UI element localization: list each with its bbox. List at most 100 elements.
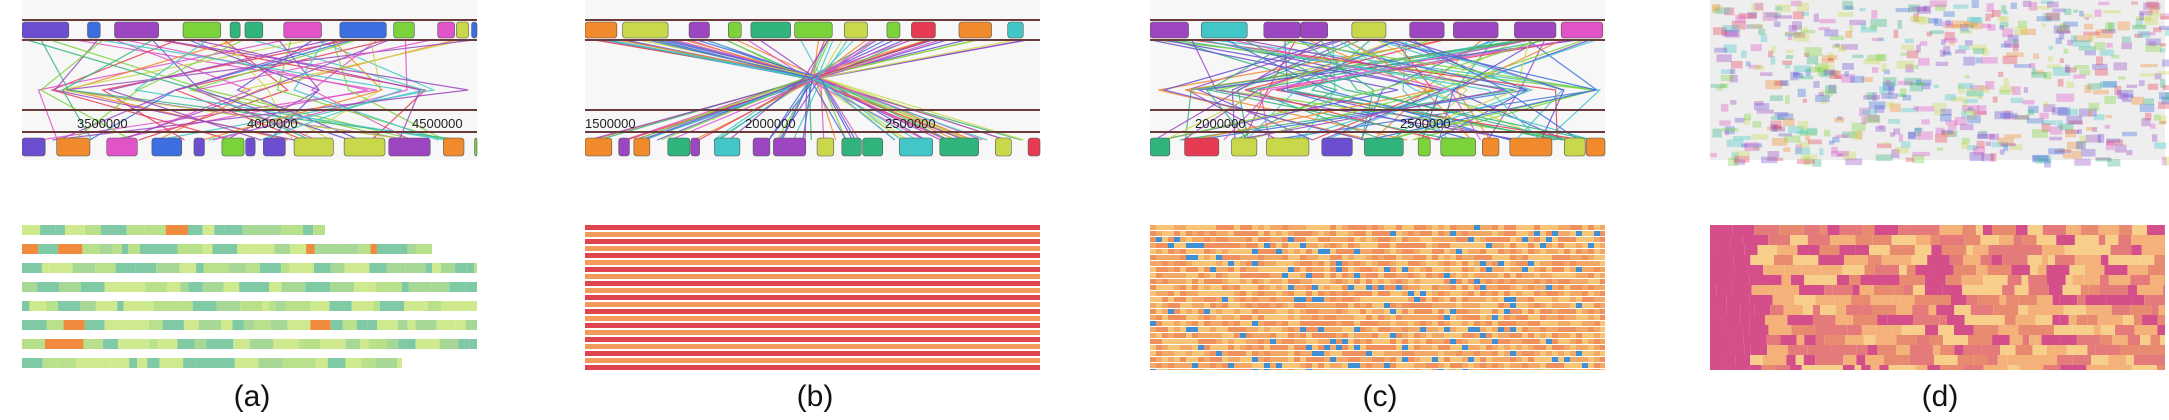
blurred-block <box>1734 150 1750 157</box>
heatmap-cell <box>1396 369 1402 370</box>
heatmap-cell <box>358 244 371 254</box>
blurred-block <box>2081 13 2093 18</box>
heatmap-cell <box>1258 345 1264 350</box>
heatmap-cell <box>1414 279 1420 284</box>
heatmap-cell <box>1815 355 1835 365</box>
heatmap-cell <box>1546 351 1552 356</box>
blurred-block <box>2056 30 2071 34</box>
synteny-line <box>1259 39 1570 141</box>
heatmap-cell <box>1330 285 1336 290</box>
heatmap-cell <box>1174 345 1180 350</box>
heatmap-cell <box>474 263 477 273</box>
blurred-block <box>1765 80 1783 90</box>
blurred-block <box>1997 137 2014 146</box>
heatmap-cell <box>1534 255 1540 260</box>
heatmap-cell <box>1859 285 1874 295</box>
heatmap-cell <box>1444 285 1450 290</box>
heatmap-cell <box>1336 243 1342 248</box>
heatmap-cell <box>1252 309 1258 314</box>
heatmap-cell <box>1156 261 1162 266</box>
heatmap-cell <box>1546 249 1552 254</box>
heatmap-cell <box>1558 261 1564 266</box>
blurred-block <box>1784 135 1801 143</box>
heatmap-cell <box>1968 335 1985 345</box>
heatmap-cell <box>1276 291 1282 296</box>
heatmap-cell <box>1342 351 1348 356</box>
blurred-block <box>2079 69 2091 76</box>
heatmap-cell <box>1318 279 1324 284</box>
heatmap-cell <box>1534 351 1540 356</box>
heatmap-cell <box>1953 265 1977 275</box>
heatmap-cell <box>223 282 240 292</box>
heatmap-cell <box>1288 303 1294 308</box>
heatmap-cell <box>1576 309 1582 314</box>
blurred-block <box>1935 133 1948 143</box>
heatmap-cell <box>1468 309 1474 314</box>
heatmap-cell <box>449 282 466 292</box>
heatmap-cell <box>1198 321 1204 326</box>
synteny-line <box>1172 39 1339 141</box>
heatmap-cell <box>1456 303 1462 308</box>
heatmap-cell <box>1710 335 1730 345</box>
heatmap-cell <box>1318 345 1324 350</box>
heatmap-cell <box>1420 339 1426 344</box>
heatmap-cell <box>415 320 437 330</box>
heatmap-cell <box>1312 297 1318 302</box>
heatmap-cell <box>2052 315 2060 325</box>
heatmap-cell <box>1306 363 1312 368</box>
heatmap-cell <box>1168 357 1174 362</box>
heatmap-cell <box>1450 303 1456 308</box>
heatmap-cell <box>83 339 94 349</box>
heatmap-cell <box>198 320 221 330</box>
heatmap-cell <box>1807 235 1831 245</box>
heatmap-cell <box>203 263 229 273</box>
heatmap-cell <box>1845 305 1863 315</box>
heatmap-cell <box>1993 305 2019 315</box>
heatmap-cell <box>1432 345 1438 350</box>
heatmap-cell <box>1432 255 1438 260</box>
heatmap-cell <box>1534 225 1540 230</box>
heatmap-cell <box>1973 355 1988 365</box>
panel-a-figure: 3500000 4000000 4500000 <box>22 0 478 368</box>
heatmap-cell <box>1899 265 1907 275</box>
gene-block <box>229 21 241 39</box>
heatmap-cell <box>1330 357 1336 362</box>
heatmap-cell <box>1156 327 1162 332</box>
heatmap-cell <box>1288 291 1294 296</box>
gene-block <box>221 137 245 157</box>
heatmap-cell <box>1408 279 1414 284</box>
blurred-block <box>1904 77 1922 86</box>
heatmap-cell <box>1312 351 1318 356</box>
heatmap-cell <box>2066 345 2074 355</box>
blurred-block <box>1885 79 1891 87</box>
heatmap-cell <box>1348 249 1354 254</box>
heatmap-cell <box>1432 321 1438 326</box>
heatmap-cell <box>2059 315 2069 325</box>
heatmap-cell <box>1372 255 1378 260</box>
heatmap-cell <box>1426 369 1432 370</box>
blurred-block <box>1825 85 1837 95</box>
heatmap-cell <box>1742 325 1750 335</box>
heatmap-cell <box>2119 285 2129 295</box>
heatmap-cell <box>1318 369 1324 370</box>
heatmap-cell <box>1198 249 1204 254</box>
heatmap-cell <box>1546 267 1552 272</box>
heatmap-cell <box>1228 261 1234 266</box>
heatmap-cell <box>1594 261 1600 266</box>
heatmap-cell <box>2060 365 2087 370</box>
heatmap-cell <box>1420 321 1426 326</box>
blurred-block <box>1767 151 1780 158</box>
heatmap-cell <box>1982 225 1992 235</box>
heatmap-cell <box>1366 315 1372 320</box>
heatmap-cell <box>2111 305 2131 315</box>
heatmap-cell <box>1330 267 1336 272</box>
blurred-block <box>1961 110 1967 119</box>
heatmap-cell <box>1456 231 1462 236</box>
heatmap-cell <box>1384 297 1390 302</box>
heatmap-cell <box>154 244 178 254</box>
heatmap-cell <box>1264 267 1270 272</box>
blurred-block <box>2001 5 2007 14</box>
heatmap-cell <box>329 282 355 292</box>
blurred-block <box>2143 98 2154 106</box>
heatmap-cell <box>1324 363 1330 368</box>
